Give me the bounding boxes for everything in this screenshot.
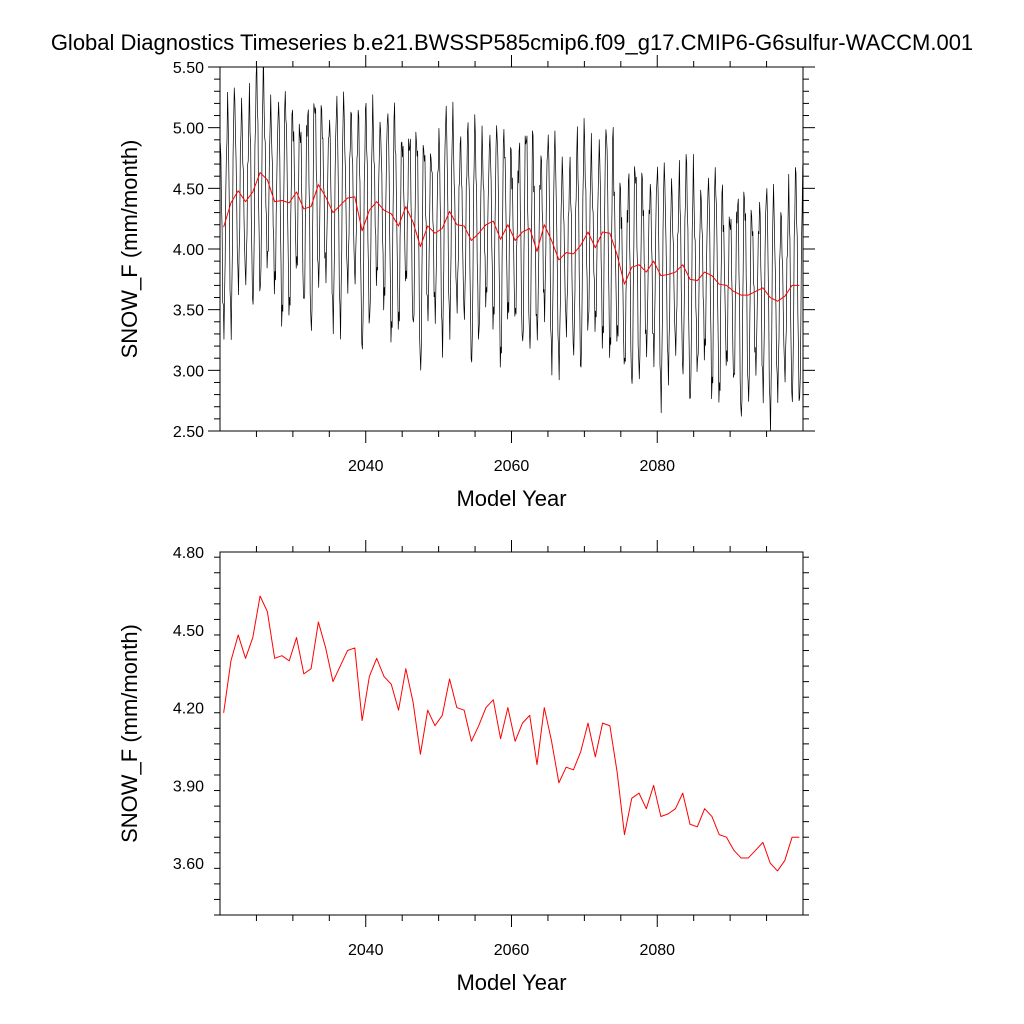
x-tick-label: 2080: [639, 458, 675, 475]
y-tick-label: 3.60: [173, 856, 204, 873]
bottom-panel: 3.60 3.90 4.20 4.50 4.80 2040 2060 2080 Model Ye…: [117, 540, 809, 995]
y-tick-label: 3.50: [173, 303, 204, 320]
annual-mean-series-line: [223, 595, 800, 872]
x-axis-label: Model Year: [456, 970, 566, 995]
top-panel: 2.50 3.00 3.50 4.00 4.50 5.00 5.50 2040 2060 2080…: [117, 55, 815, 511]
annual-mean-series-line: [223, 172, 800, 302]
y-tick-label: 4.50: [173, 181, 204, 198]
y-tick-label: 4.20: [173, 701, 204, 718]
plot-frame: [219, 551, 804, 916]
y-axis-label: SNOW_F (mm/month): [117, 624, 142, 843]
y-tick-label: 3.90: [173, 778, 204, 795]
x-tick-label: 2060: [494, 458, 530, 475]
figure-title: Global Diagnostics Timeseries b.e21.BWSS…: [51, 30, 973, 55]
x-tick-label: 2040: [348, 458, 384, 475]
y-tick-label: 5.50: [173, 60, 204, 77]
y-tick-label: 3.00: [173, 363, 204, 380]
y-tick-label: 5.00: [173, 121, 204, 138]
monthly-series-line: [220, 67, 803, 431]
series-group: [220, 67, 803, 431]
x-axis-label: Model Year: [456, 486, 566, 511]
y-tick-label: 4.50: [173, 623, 204, 640]
x-tick-label: 2060: [494, 942, 530, 959]
y-tick-label: 4.80: [173, 545, 204, 562]
y-axis-label: SNOW_F (mm/month): [117, 140, 142, 359]
y-tick-label: 4.00: [173, 242, 204, 259]
x-tick-label: 2080: [639, 942, 675, 959]
y-tick-label: 2.50: [173, 424, 204, 441]
series-group: [223, 595, 800, 872]
x-tick-label: 2040: [348, 942, 384, 959]
